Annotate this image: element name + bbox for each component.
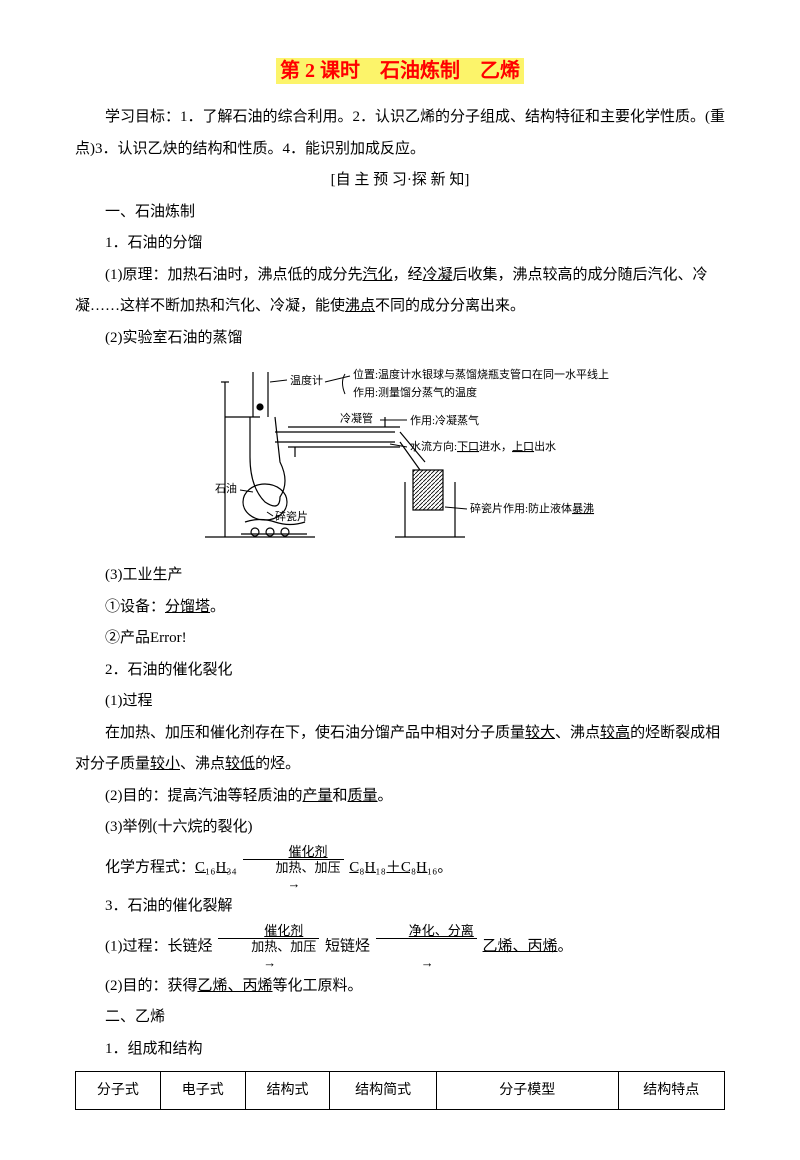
py-mid: 短链烃	[325, 938, 370, 954]
eq-products: C₈H₁₈＋C₈H₁₆	[349, 859, 437, 875]
pyp-b: 等化工原料。	[273, 978, 363, 994]
py-c1-bot: 加热、加压	[218, 938, 319, 955]
cpur-a: (2)目的：提高汽油等轻质油的	[105, 788, 303, 804]
col-0: 分子式	[76, 1072, 161, 1110]
py-c2-top: 净化、分离	[376, 923, 477, 939]
py-cond1: 催化剂 加热、加压	[218, 923, 319, 971]
water-u2: 上口	[512, 440, 534, 453]
eq-condition: 催化剂 加热、加压	[243, 844, 344, 892]
section-1-heading: 一、石油炼制	[75, 197, 725, 229]
thermo-label: 温度计	[290, 373, 323, 387]
thermo-use: 作用:测量馏分蒸气的温度	[353, 385, 477, 399]
distillation-principle: (1)原理：加热石油时，沸点低的成分先汽化，经冷凝后收集，沸点较高的成分随后汽化…	[75, 260, 725, 323]
subsection-1-3: 3．石油的催化裂解	[75, 891, 725, 923]
water-a: 水流方向:	[410, 439, 457, 453]
title-highlight: 第 2 课时 石油炼制 乙烯	[276, 58, 524, 84]
water-b: 进水，	[479, 440, 512, 453]
subsection-1-1: 1．石油的分馏	[75, 228, 725, 260]
bracket-heading: [自 主 预 习·探 新 知]	[75, 165, 725, 197]
svg-text:水流方向:下口进水，上口出水: 水流方向:下口进水，上口出水	[410, 439, 556, 453]
chips-label: 碎瓷片	[275, 509, 308, 523]
text-a: (1)原理：加热石油时，沸点低的成分先	[105, 267, 363, 283]
product-error: ②产品Error!	[75, 623, 725, 655]
cp-u1: 较大	[525, 725, 555, 741]
py-c1-top: 催化剂	[218, 923, 319, 939]
py-end: 。	[558, 938, 573, 954]
u-condense: 冷凝	[423, 267, 453, 283]
subsection-2-1: 1．组成和结构	[75, 1034, 725, 1066]
pyp-a: (2)目的：获得	[105, 978, 198, 994]
thermo-pos: 位置:温度计水银球与蒸馏烧瓶支管口在同一水平线上	[353, 367, 609, 381]
cond-use: 作用:冷凝蒸气	[410, 413, 479, 427]
water-u1: 下口	[457, 441, 479, 453]
col-3: 结构简式	[330, 1072, 436, 1110]
col-4: 分子模型	[436, 1072, 618, 1110]
cp-u4: 较低	[225, 756, 255, 772]
cp-u2: 较高	[600, 725, 630, 741]
cpur-u2: 质量	[348, 788, 378, 804]
chips-use-a: 碎瓷片作用:防止液体	[470, 501, 572, 515]
eq-b: 。	[210, 599, 225, 615]
u-boiling: 沸点	[345, 298, 375, 314]
table-row: 分子式 电子式 结构式 结构简式 分子模型 结构特点	[76, 1072, 725, 1110]
eq-u: 分馏塔	[165, 599, 210, 615]
learning-goals: 学习目标：1．了解石油的综合利用。2．认识乙烯的分子组成、结构特征和主要化学性质…	[75, 102, 725, 165]
water-c: 出水	[534, 439, 556, 453]
cpur-c: 。	[378, 788, 393, 804]
cond-label: 冷凝管	[340, 411, 373, 425]
svg-text:作用:测量馏分蒸气的温度: 作用:测量馏分蒸气的温度	[353, 385, 477, 399]
cracking-process-text: 在加热、加压和催化剂存在下，使石油分馏产品中相对分子质量较大、沸点较高的烃断裂成…	[75, 718, 725, 781]
cracking-purpose: (2)目的：提高汽油等轻质油的产量和质量。	[75, 781, 725, 813]
cp-d: 、沸点	[180, 756, 225, 772]
industrial-label: (3)工业生产	[75, 560, 725, 592]
cp-a: 在加热、加压和催化剂存在下，使石油分馏产品中相对分子质量	[105, 725, 525, 741]
section-2-heading: 二、乙烯	[75, 1002, 725, 1034]
py-a: (1)过程：长链烃	[105, 938, 213, 954]
py-c2-bot	[376, 938, 477, 955]
page-title: 第 2 课时 石油炼制 乙烯	[75, 50, 725, 92]
text-b: ，经	[393, 267, 423, 283]
eq-a: ①设备：	[105, 599, 165, 615]
svg-text:作用:冷凝蒸气: 作用:冷凝蒸气	[410, 413, 479, 427]
text-d: 不同的成分分离出来。	[375, 298, 525, 314]
u-vaporize: 汽化	[363, 267, 393, 283]
col-5: 结构特点	[618, 1072, 724, 1110]
cp-b: 、沸点	[555, 725, 600, 741]
goals-prefix: 学习目标：	[105, 109, 180, 125]
eq-reactant: C₁₆H₃₄	[195, 859, 237, 875]
cracking-process-label: (1)过程	[75, 686, 725, 718]
oil-label: 石油	[215, 481, 237, 495]
svg-text:碎瓷片作用:防止液体暴沸: 碎瓷片作用:防止液体暴沸	[470, 501, 594, 515]
pyp-u: 乙烯、丙烯	[198, 978, 273, 994]
svg-text:位置:温度计水银球与蒸馏烧瓶支管口在同一水平线上: 位置:温度计水银球与蒸馏烧瓶支管口在同一水平线上	[353, 367, 609, 381]
eq-cond-bot: 加热、加压	[243, 859, 344, 876]
py-prod: 乙烯、丙烯	[483, 938, 558, 954]
col-2: 结构式	[245, 1072, 330, 1110]
structure-table: 分子式 电子式 结构式 结构简式 分子模型 结构特点	[75, 1071, 725, 1110]
cracking-equation: 化学方程式：C₁₆H₃₄ 催化剂 加热、加压 C₈H₁₈＋C₈H₁₆。	[75, 844, 725, 892]
subsection-1-2: 2．石油的催化裂化	[75, 655, 725, 687]
col-1: 电子式	[160, 1072, 245, 1110]
py-cond2: 净化、分离	[376, 923, 477, 971]
cpur-u1: 产量	[303, 788, 333, 804]
pyrolysis-process: (1)过程：长链烃 催化剂 加热、加压 短链烃 净化、分离 乙烯、丙烯。	[75, 923, 725, 971]
cp-u3: 较小	[150, 756, 180, 772]
eq-cond-top: 催化剂	[243, 844, 344, 860]
lab-distillation-label: (2)实验室石油的蒸馏	[75, 323, 725, 355]
cp-e: 的烃。	[255, 756, 300, 772]
distillation-apparatus-diagram: 温度计 位置:温度计水银球与蒸馏烧瓶支管口在同一水平线上 作用:测量馏分蒸气的温…	[195, 362, 625, 552]
eq-label: 化学方程式：	[105, 859, 195, 875]
chips-use-u: 暴沸	[572, 502, 594, 515]
cracking-example-label: (3)举例(十六烷的裂化)	[75, 812, 725, 844]
pyrolysis-purpose: (2)目的：获得乙烯、丙烯等化工原料。	[75, 971, 725, 1003]
cpur-b: 和	[333, 788, 348, 804]
eq-end: 。	[437, 859, 452, 875]
equipment-line: ①设备：分馏塔。	[75, 592, 725, 624]
